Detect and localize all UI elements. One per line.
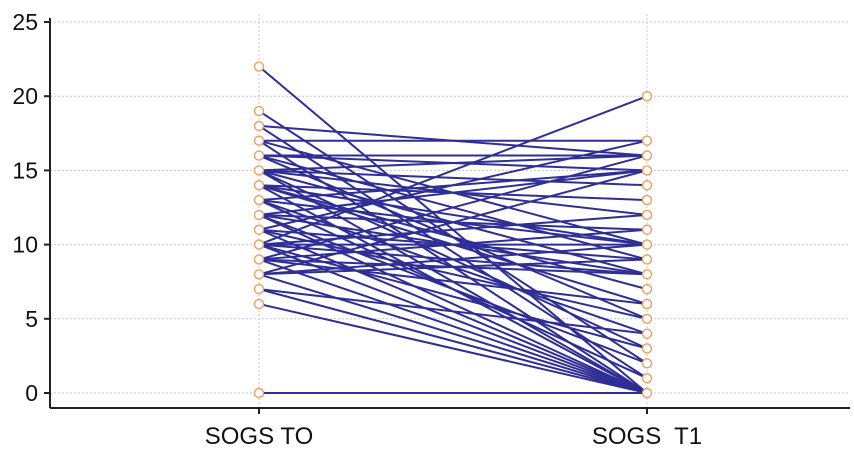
data-point-marker <box>641 90 653 102</box>
data-point-marker <box>253 239 265 250</box>
data-point-marker <box>253 283 265 295</box>
data-point-marker <box>641 254 653 265</box>
y-tick-label: 25 <box>12 9 38 35</box>
pair-line <box>258 139 648 231</box>
data-point-marker <box>253 209 265 221</box>
data-point-marker <box>641 372 653 384</box>
data-point-marker <box>641 387 653 399</box>
data-point-marker <box>641 150 653 161</box>
data-point-marker <box>253 254 265 265</box>
y-tick-label: 20 <box>12 83 38 109</box>
data-point-marker <box>253 135 265 146</box>
y-tick-label: 15 <box>12 157 38 183</box>
data-point-marker <box>641 239 653 250</box>
data-point-marker <box>641 209 653 221</box>
data-point-marker <box>641 313 653 324</box>
data-point-marker <box>641 328 653 339</box>
pair-line <box>258 258 648 276</box>
data-point-marker <box>641 358 653 369</box>
data-point-marker <box>641 194 653 206</box>
y-tick-label: 0 <box>25 380 38 406</box>
data-point-marker <box>641 135 653 146</box>
data-point-marker <box>641 224 653 235</box>
pair-line <box>258 288 648 335</box>
pair-line <box>258 228 648 261</box>
pair-line <box>258 95 648 246</box>
data-point-marker <box>253 269 265 280</box>
data-point-marker <box>253 387 265 399</box>
data-point-marker <box>641 298 653 310</box>
pair-line <box>258 169 648 276</box>
x-category-label: SOGS TO <box>205 423 313 450</box>
pair-line <box>258 258 648 394</box>
series-lines-layer <box>258 65 648 394</box>
axes-layer <box>44 18 850 414</box>
pair-line <box>258 213 648 246</box>
y-tick-label: 5 <box>25 306 38 332</box>
pair-line <box>258 169 648 187</box>
pair-line <box>258 273 648 394</box>
data-point-marker <box>641 165 653 176</box>
data-point-marker <box>253 224 265 235</box>
pair-line <box>258 302 648 394</box>
pair-line <box>258 288 648 394</box>
pair-line <box>258 258 648 305</box>
data-point-marker <box>253 298 265 310</box>
pair-line <box>258 184 648 246</box>
data-point-marker <box>253 105 265 117</box>
data-point-marker <box>253 150 265 161</box>
data-point-marker <box>641 180 653 191</box>
x-category-label: SOGS T1 <box>592 423 702 450</box>
y-tick-label: 10 <box>12 232 38 258</box>
pair-line <box>258 154 648 261</box>
data-point-marker <box>253 120 265 132</box>
data-point-marker <box>641 283 653 295</box>
labels-layer: 0 5 10 15 20 25 SOGS TO SOGS T1 <box>12 9 702 450</box>
data-point-marker <box>641 343 653 354</box>
data-point-marker <box>253 165 265 176</box>
pair-line <box>258 169 648 216</box>
pair-line <box>258 243 648 276</box>
data-point-marker <box>253 194 265 206</box>
data-point-marker <box>641 269 653 280</box>
pair-line <box>258 154 648 172</box>
markers-layer <box>253 61 653 399</box>
grid-layer <box>50 14 850 408</box>
data-point-marker <box>253 61 265 72</box>
data-point-marker <box>253 180 265 191</box>
